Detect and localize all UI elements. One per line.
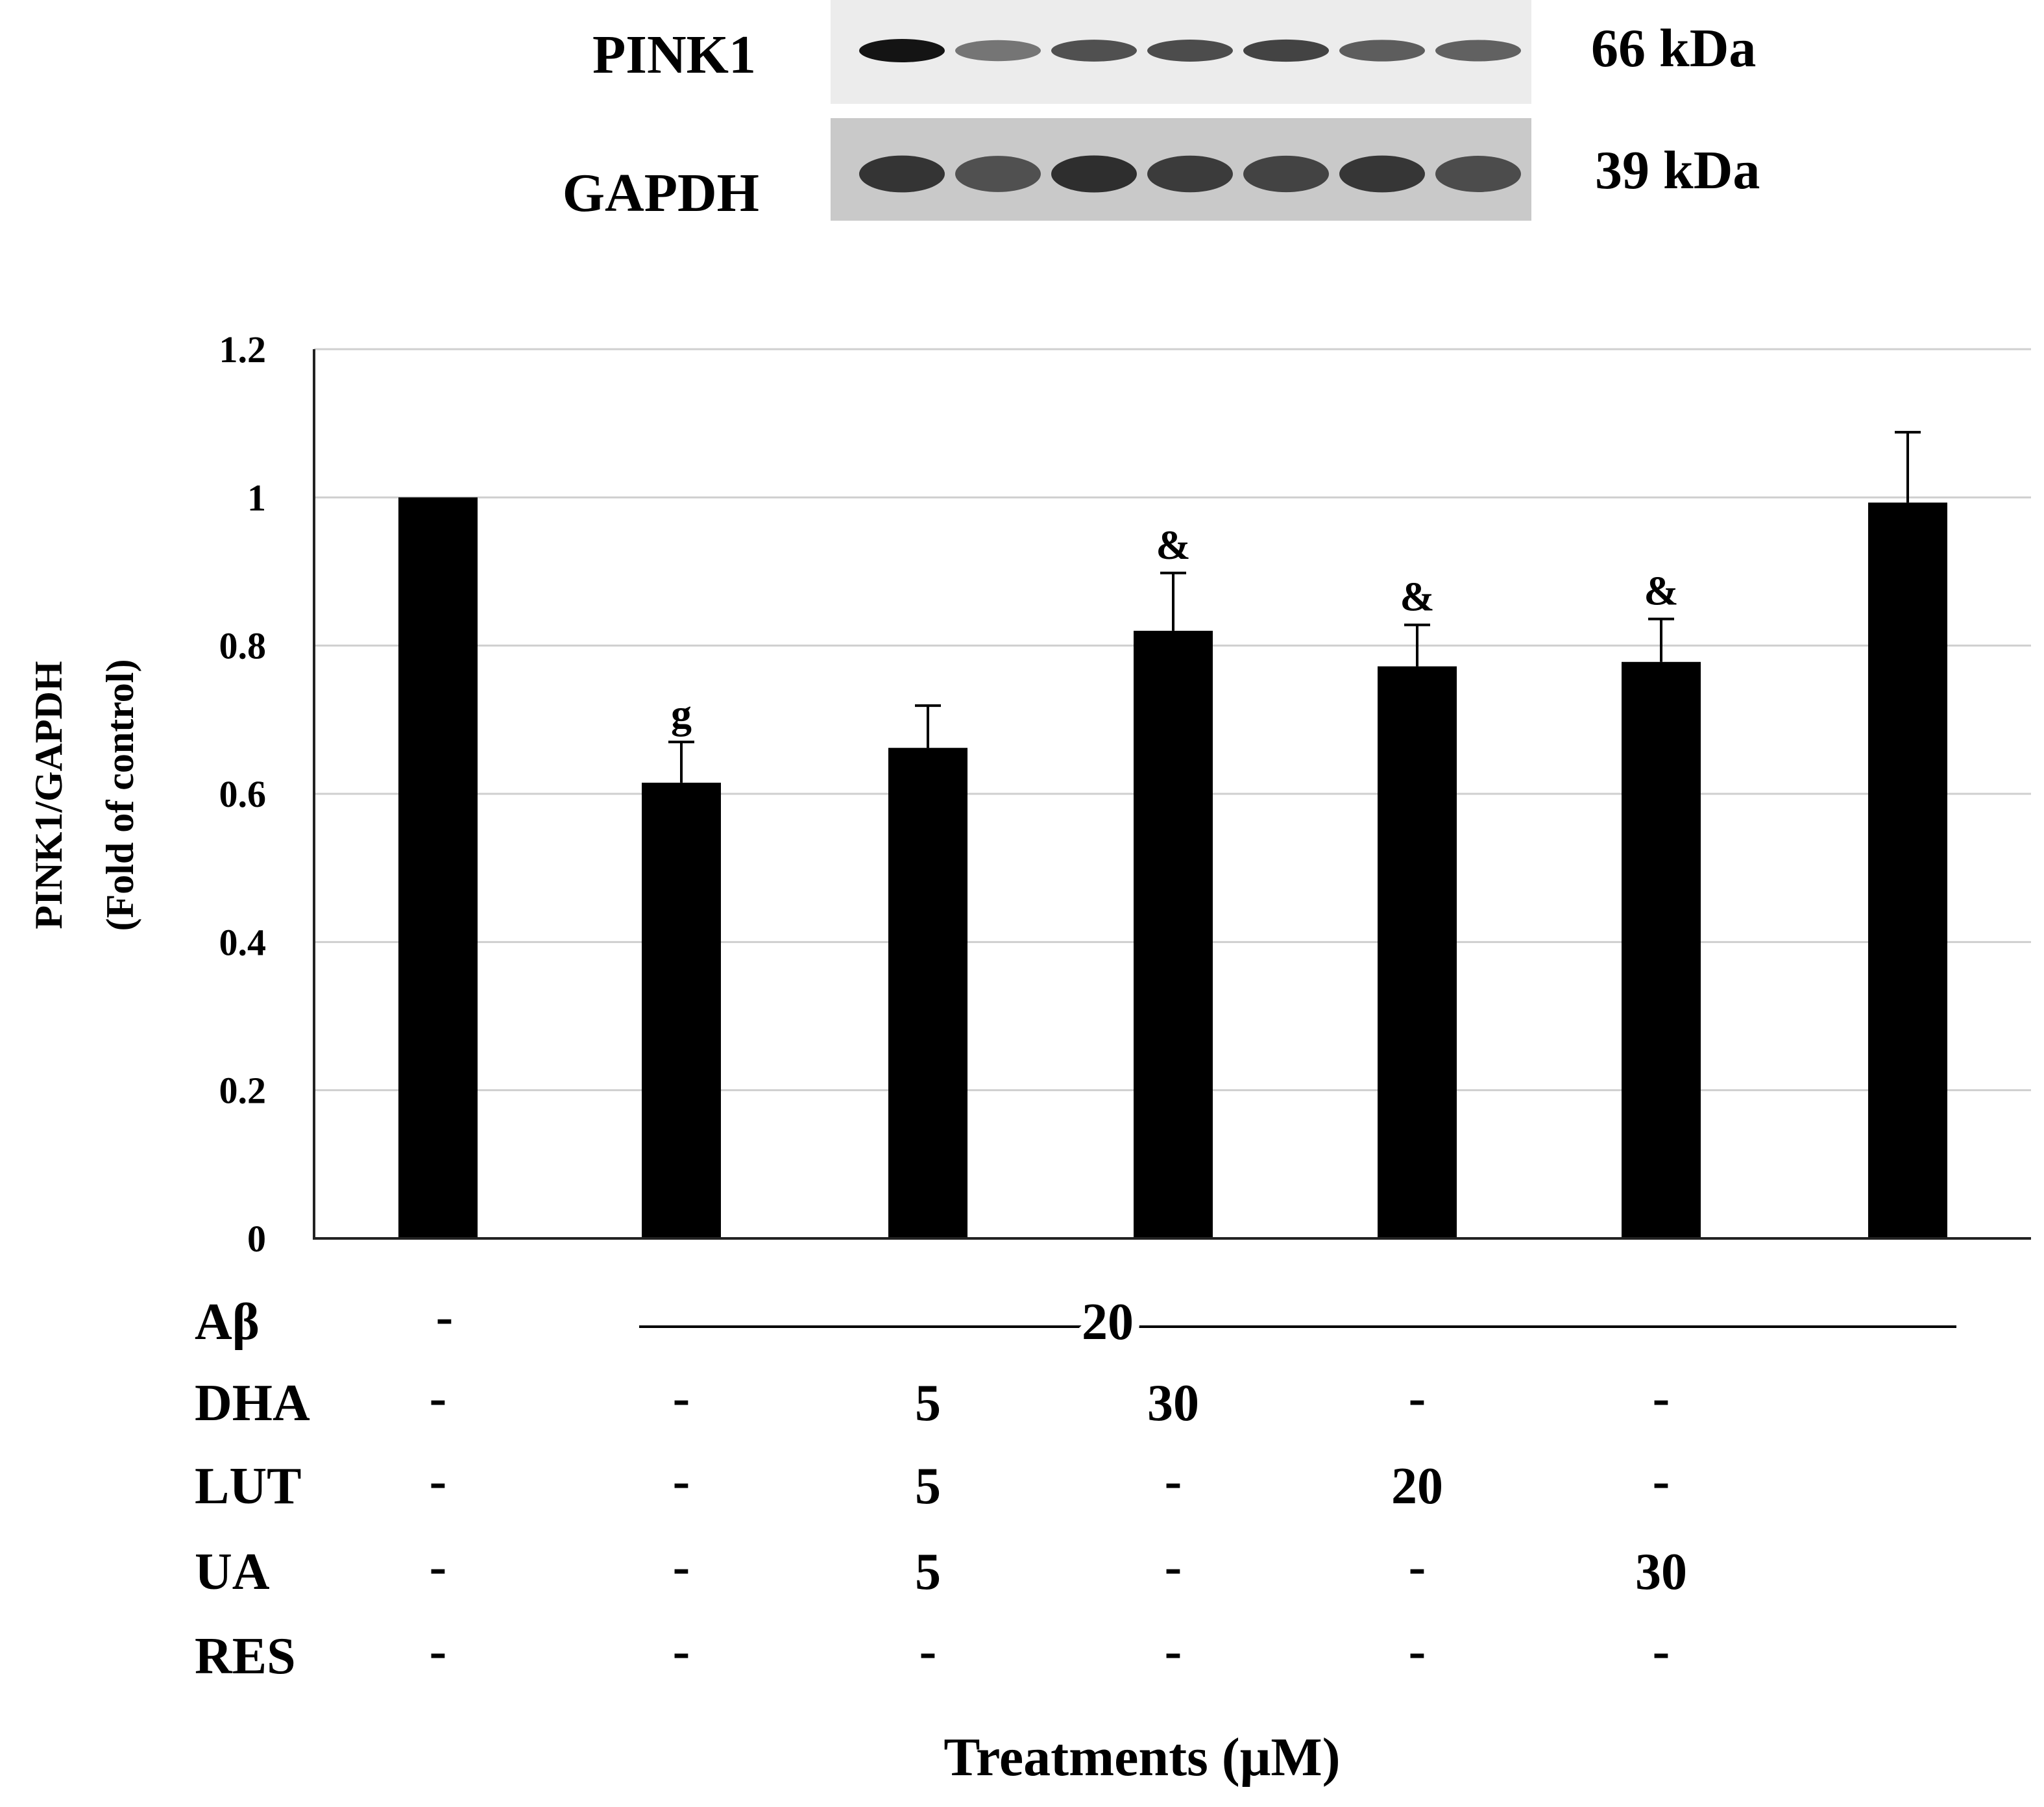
y-tick-label: 1	[247, 476, 266, 519]
treatment-value: -	[430, 1453, 447, 1510]
treatment-value: -	[430, 1370, 447, 1427]
treatment-label-lut: LUT	[195, 1458, 302, 1515]
bar	[1622, 661, 1701, 1238]
treatment-value: -	[1409, 1370, 1426, 1427]
blot-band-gapdh	[1243, 155, 1329, 193]
treatment-value: -	[673, 1623, 690, 1680]
treatment-value: -	[919, 1623, 937, 1680]
blot-label-gapdh: GAPDH	[563, 163, 759, 223]
blot-size-pink1: 66 kDa	[1591, 18, 1756, 79]
treatment-value: -	[673, 1538, 690, 1595]
bar	[1134, 630, 1213, 1238]
blot-band-gapdh	[955, 156, 1041, 192]
blot-band-pink1	[859, 39, 945, 62]
y-axis-label-line2: (Fold of control)	[99, 659, 141, 931]
treatment-value: 30	[1147, 1375, 1199, 1432]
treatment-value: -	[430, 1538, 447, 1595]
treatment-label-dha: DHA	[195, 1375, 310, 1432]
y-tick-label: 0.6	[219, 773, 267, 815]
treatment-value: 5	[915, 1543, 941, 1601]
bar-chart: 0 0.2 0.4 0.6 0.8 1 1.2 g & & & PINK1/GAPDH (Fold…	[27, 328, 2031, 1260]
y-tick-label: 0.2	[219, 1070, 267, 1112]
treatment-value: -	[1165, 1538, 1182, 1595]
treatment-value: 30	[1635, 1543, 1687, 1601]
blot-band-gapdh	[1435, 156, 1521, 192]
y-tick-label: 1.2	[219, 328, 267, 371]
blot-band-gapdh	[1147, 155, 1233, 193]
treatment-value: 20	[1391, 1458, 1443, 1515]
y-tick-label: 0.8	[219, 625, 267, 667]
treatment-value: -	[436, 1288, 454, 1346]
y-axis-label-line1: PINK1/GAPDH	[27, 661, 70, 929]
treatment-value: -	[673, 1453, 690, 1510]
treatment-value: -	[1409, 1623, 1426, 1680]
western-blot: PINK1 GAPDH 66 kDa 39 kDa	[563, 0, 1760, 223]
y-tick-label: 0.4	[219, 921, 267, 963]
significance-label: &	[1644, 568, 1678, 614]
bar	[1868, 502, 1947, 1239]
treatment-table: Aβ DHA LUT UA RES 20 -- -5 30- -- -5-20 -- -5-…	[195, 1286, 1956, 1788]
treatment-value: -	[1165, 1623, 1182, 1680]
significance-labels: g & & &	[671, 522, 1679, 737]
blot-band-pink1	[955, 40, 1041, 62]
treatment-value: -	[1653, 1370, 1670, 1427]
bar	[398, 497, 478, 1239]
treatment-value: -	[673, 1370, 690, 1427]
blot-band-pink1	[1051, 40, 1137, 62]
treatment-label-abeta: Aβ	[195, 1294, 260, 1351]
blot-band-gapdh	[859, 155, 945, 193]
x-axis-label: Treatments (μM)	[943, 1727, 1340, 1788]
blot-band-gapdh	[1051, 155, 1137, 193]
blot-label-pink1: PINK1	[592, 25, 756, 85]
y-tick-label: 0	[247, 1218, 266, 1260]
y-tick-labels: 0 0.2 0.4 0.6 0.8 1 1.2	[219, 328, 267, 1260]
treatment-label-ua: UA	[195, 1543, 270, 1601]
significance-label: &	[1400, 574, 1434, 620]
treatment-value: -	[430, 1623, 447, 1680]
significance-label: g	[671, 691, 692, 737]
treatment-value: -	[1653, 1623, 1670, 1680]
abeta-span-value: 20	[1082, 1294, 1134, 1351]
treatment-value: -	[1165, 1453, 1182, 1510]
treatment-value: 5	[915, 1458, 941, 1515]
treatment-value: 5	[915, 1375, 941, 1432]
bar	[1378, 666, 1457, 1238]
bar	[888, 748, 967, 1238]
treatment-value: -	[1409, 1538, 1426, 1595]
bar	[642, 782, 721, 1238]
blot-size-gapdh: 39 kDa	[1595, 140, 1760, 201]
error-bars	[668, 430, 1921, 783]
blot-bands	[859, 39, 1521, 193]
treatment-value: -	[1653, 1453, 1670, 1510]
blot-band-pink1	[1435, 40, 1521, 62]
treatment-label-res: RES	[195, 1628, 296, 1685]
blot-band-gapdh	[1339, 155, 1425, 193]
treatment-values: - - - 5 30 - - - - 5 - 20 - - - 5 - - 30 - - - - - -	[430, 1288, 1687, 1680]
significance-label: &	[1156, 522, 1190, 568]
bars	[398, 497, 1947, 1239]
blot-band-pink1	[1243, 39, 1329, 62]
blot-band-pink1	[1339, 40, 1425, 62]
blot-band-pink1	[1147, 40, 1233, 62]
